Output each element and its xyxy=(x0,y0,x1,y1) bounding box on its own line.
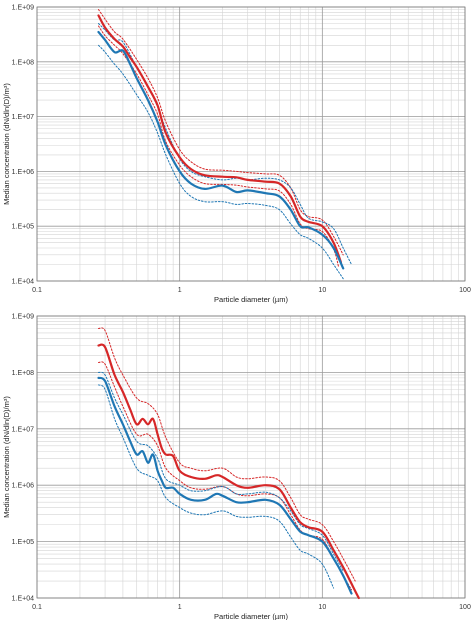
x-axis-title: Particle diameter (µm) xyxy=(214,612,288,620)
series-line-bound xyxy=(98,9,344,256)
y-tick-label: 1.E+06 xyxy=(12,169,34,176)
x-tick-label: 10 xyxy=(318,287,326,294)
x-tick-label: 100 xyxy=(459,287,471,294)
series-line-bound xyxy=(98,371,344,572)
series-line-bound xyxy=(98,361,352,591)
plot-area xyxy=(37,7,465,281)
y-axis-title: Median concentration (dN/dln(D)/m³) xyxy=(2,83,11,205)
x-tick-label: 100 xyxy=(459,604,471,611)
x-tick-label: 0.1 xyxy=(32,287,42,294)
plot-border xyxy=(36,6,466,282)
series-line-bound xyxy=(98,384,335,589)
y-tick-label: 1.E+05 xyxy=(12,224,34,231)
x-tick-label: 0.1 xyxy=(32,604,42,611)
series-line-bound xyxy=(98,44,344,280)
plot-area xyxy=(37,316,465,598)
series-line-bound xyxy=(98,327,356,582)
series-line-median xyxy=(97,376,353,595)
x-axis-title: Particle diameter (µm) xyxy=(214,295,288,304)
y-tick-label: 1.E+08 xyxy=(12,59,34,66)
y-tick-label: 1.E+07 xyxy=(12,426,34,433)
series-line-median xyxy=(97,30,345,270)
chart-panel-bottom: 0.1 1 10 100 1.E+04 1.E+05 1.E+06 1.E+07 1.E+08 1… xyxy=(2,314,471,620)
y-tick-label: 1.E+06 xyxy=(12,483,34,490)
y-axis-title: Median concentration (dN/dln(D)/m³) xyxy=(2,396,11,518)
y-tick-label: 1.E+09 xyxy=(12,314,34,321)
y-tick-label: 1.E+08 xyxy=(12,370,34,377)
y-tick-label: 1.E+09 xyxy=(12,5,34,12)
y-tick-label: 1.E+05 xyxy=(12,539,34,546)
x-tick-label: 1 xyxy=(178,604,182,611)
series-line-median xyxy=(97,14,342,264)
series-line-median xyxy=(97,343,360,600)
plot-border xyxy=(36,315,466,599)
x-tick-label: 10 xyxy=(318,604,326,611)
y-tick-label: 1.E+04 xyxy=(12,279,34,286)
x-tick-label: 1 xyxy=(178,287,182,294)
chart-panel-top: 0.1 1 10 100 1.E+04 1.E+05 1.E+06 1.E+07 1.E+08 1… xyxy=(2,5,471,305)
y-tick-label: 1.E+04 xyxy=(12,596,34,603)
y-tick-label: 1.E+07 xyxy=(12,114,34,121)
